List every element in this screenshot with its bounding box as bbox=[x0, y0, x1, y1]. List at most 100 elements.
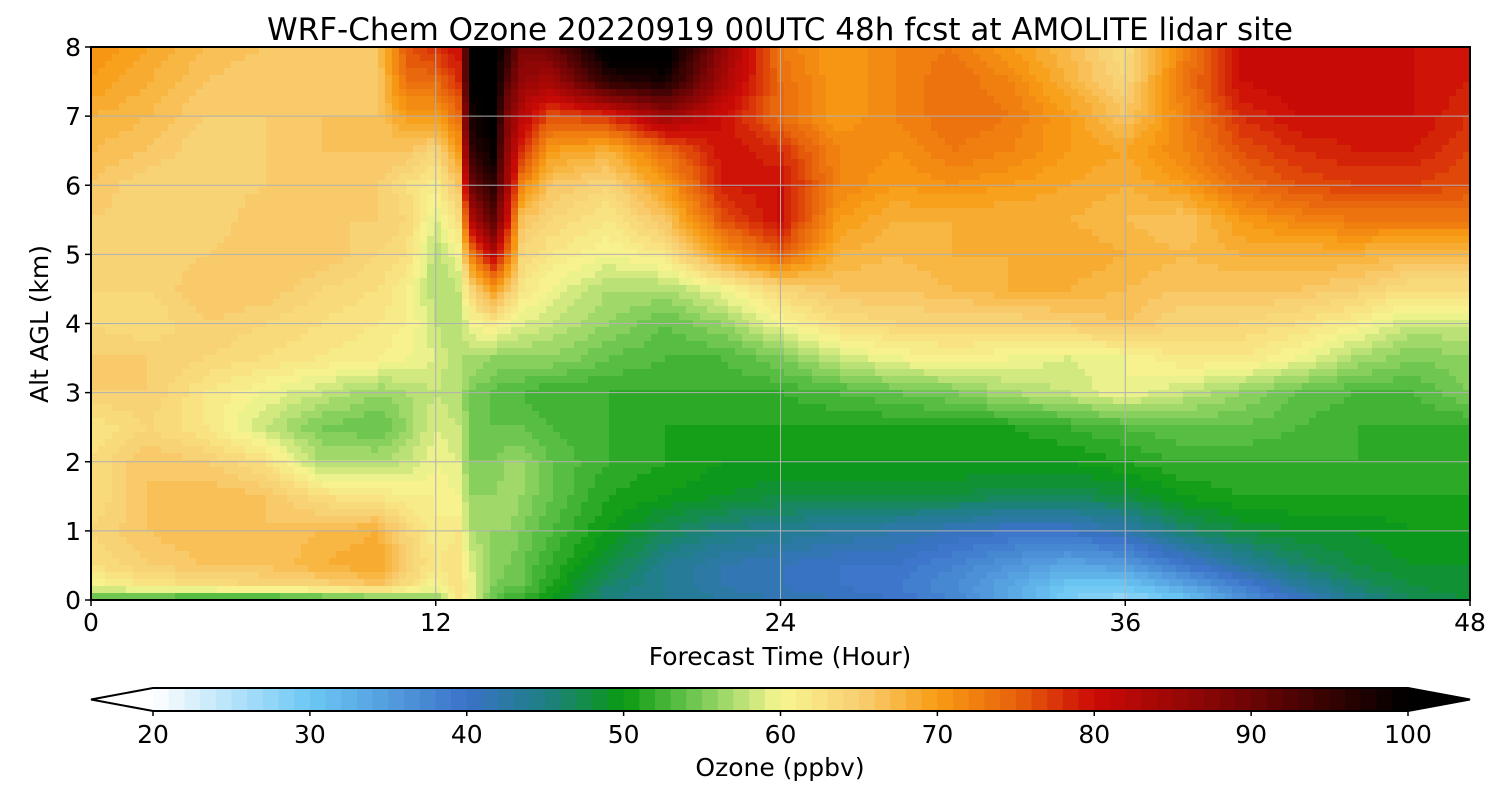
heatmap-cell bbox=[721, 124, 729, 132]
heatmap-cell bbox=[987, 110, 995, 118]
heatmap-cell bbox=[350, 47, 358, 55]
heatmap-cell bbox=[1449, 61, 1457, 69]
heatmap-cell bbox=[420, 47, 428, 55]
heatmap-cell bbox=[833, 180, 841, 188]
heatmap-cell bbox=[861, 201, 869, 209]
heatmap-cell bbox=[217, 194, 225, 202]
heatmap-cell bbox=[826, 103, 834, 111]
heatmap-cell bbox=[574, 124, 582, 132]
heatmap-cell bbox=[931, 180, 939, 188]
heatmap-cell bbox=[756, 187, 764, 195]
heatmap-cell bbox=[1386, 124, 1394, 132]
heatmap-cell bbox=[644, 110, 652, 118]
heatmap-cell bbox=[742, 194, 750, 202]
heatmap-cell bbox=[966, 131, 974, 139]
heatmap-cell bbox=[1015, 96, 1023, 104]
heatmap-cell bbox=[721, 201, 729, 209]
heatmap-cell bbox=[1267, 138, 1275, 146]
heatmap-cell bbox=[833, 187, 841, 195]
heatmap-cell bbox=[1176, 61, 1184, 69]
heatmap-cell bbox=[672, 96, 680, 104]
heatmap-cell bbox=[707, 82, 715, 90]
heatmap-cell bbox=[224, 82, 232, 90]
heatmap-cell bbox=[1330, 103, 1338, 111]
heatmap-cell bbox=[1351, 138, 1359, 146]
heatmap-cell bbox=[378, 103, 386, 111]
heatmap-cell bbox=[1442, 138, 1450, 146]
heatmap-cell bbox=[1001, 68, 1009, 76]
heatmap-cell bbox=[210, 166, 218, 174]
heatmap-cell bbox=[1267, 201, 1275, 209]
heatmap-cell bbox=[1442, 145, 1450, 153]
heatmap-cell bbox=[168, 201, 176, 209]
heatmap-cell bbox=[1141, 159, 1149, 167]
heatmap-cell bbox=[1463, 159, 1471, 167]
heatmap-cell bbox=[1064, 96, 1072, 104]
heatmap-cell bbox=[1351, 194, 1359, 202]
heatmap-cell bbox=[217, 96, 225, 104]
heatmap-cell bbox=[1407, 215, 1415, 223]
heatmap-cell bbox=[1435, 103, 1443, 111]
heatmap-cell bbox=[770, 124, 778, 132]
heatmap-cell bbox=[483, 173, 491, 181]
heatmap-cell bbox=[924, 68, 932, 76]
heatmap-cell bbox=[574, 96, 582, 104]
heatmap-cell bbox=[1218, 89, 1226, 97]
heatmap-cell bbox=[357, 145, 365, 153]
heatmap-cell bbox=[1407, 54, 1415, 62]
heatmap-cell bbox=[1141, 54, 1149, 62]
heatmap-cell bbox=[1106, 215, 1114, 223]
heatmap-cell bbox=[791, 54, 799, 62]
heatmap-cell bbox=[742, 110, 750, 118]
heatmap-cell bbox=[301, 103, 309, 111]
heatmap-cell bbox=[1078, 194, 1086, 202]
heatmap-cell bbox=[1197, 82, 1205, 90]
heatmap-cell bbox=[518, 89, 526, 97]
heatmap-cell bbox=[392, 82, 400, 90]
heatmap-cell bbox=[812, 54, 820, 62]
heatmap-cell bbox=[434, 201, 442, 209]
heatmap-cell bbox=[1169, 54, 1177, 62]
heatmap-cell bbox=[1085, 47, 1093, 55]
heatmap-cell bbox=[1239, 54, 1247, 62]
heatmap-cell bbox=[1449, 96, 1457, 104]
heatmap-cell bbox=[1162, 145, 1170, 153]
heatmap-cell bbox=[875, 61, 883, 69]
heatmap-cell bbox=[518, 215, 526, 223]
heatmap-cell bbox=[427, 75, 435, 83]
heatmap-cell bbox=[560, 117, 568, 125]
heatmap-cell bbox=[1071, 89, 1079, 97]
heatmap-cell bbox=[1197, 215, 1205, 223]
heatmap-cell bbox=[644, 159, 652, 167]
heatmap-cell bbox=[1190, 173, 1198, 181]
heatmap-cell bbox=[679, 194, 687, 202]
heatmap-cell bbox=[469, 131, 477, 139]
heatmap-cell bbox=[280, 61, 288, 69]
heatmap-cell bbox=[1288, 82, 1296, 90]
heatmap-cell bbox=[140, 215, 148, 223]
heatmap-cell bbox=[819, 131, 827, 139]
heatmap-cell bbox=[959, 201, 967, 209]
heatmap-cell bbox=[630, 145, 638, 153]
heatmap-cell bbox=[1379, 138, 1387, 146]
heatmap-cell bbox=[721, 194, 729, 202]
heatmap-cell bbox=[763, 110, 771, 118]
heatmap-cell bbox=[1253, 61, 1261, 69]
heatmap-cell bbox=[1197, 159, 1205, 167]
heatmap-cell bbox=[420, 117, 428, 125]
heatmap-cell bbox=[714, 208, 722, 216]
heatmap-cell bbox=[1148, 54, 1156, 62]
heatmap-cell bbox=[1344, 54, 1352, 62]
heatmap-cell bbox=[1120, 47, 1128, 55]
heatmap-cell bbox=[1449, 138, 1457, 146]
heatmap-cell bbox=[504, 124, 512, 132]
heatmap-cell bbox=[273, 187, 281, 195]
heatmap-cell bbox=[1029, 68, 1037, 76]
heatmap-cell bbox=[231, 124, 239, 132]
heatmap-cell bbox=[686, 194, 694, 202]
heatmap-cell bbox=[672, 215, 680, 223]
heatmap-cell bbox=[1365, 180, 1373, 188]
heatmap-cell bbox=[1302, 124, 1310, 132]
heatmap-cell bbox=[147, 89, 155, 97]
heatmap-cell bbox=[546, 68, 554, 76]
